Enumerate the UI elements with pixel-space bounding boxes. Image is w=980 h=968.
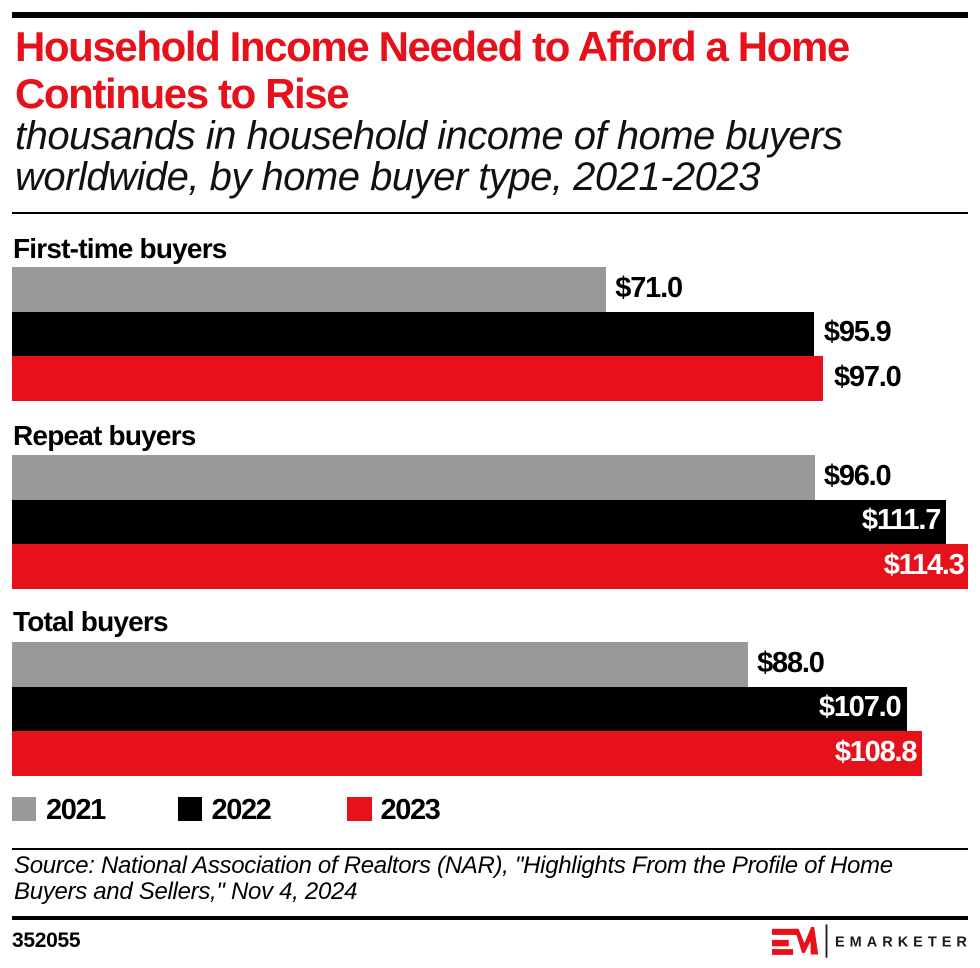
- svg-text:EMARKETER: EMARKETER: [835, 934, 972, 950]
